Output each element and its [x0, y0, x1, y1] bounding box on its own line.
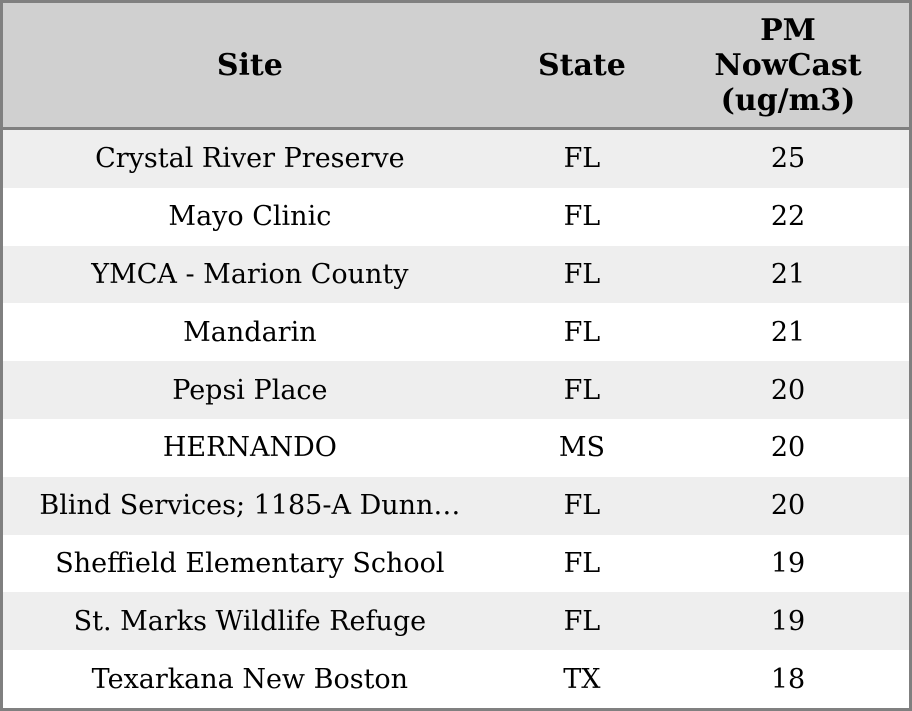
pm-nowcast-cell: 21 — [770, 258, 806, 290]
table-row: Texarkana New Boston TX 18 — [3, 650, 909, 708]
site-cell: Pepsi Place — [172, 374, 328, 406]
table-row: Crystal River Preserve FL 25 — [3, 130, 909, 188]
state-cell: FL — [563, 143, 601, 175]
state-cell: FL — [563, 258, 601, 290]
table-row: Sheffield Elementary School FL 19 — [3, 534, 909, 593]
table-body: Crystal River Preserve FL 25 Mayo Clinic… — [3, 130, 909, 708]
site-cell: Crystal River Preserve — [95, 143, 405, 175]
site-cell: Mayo Clinic — [168, 201, 332, 233]
state-cell: FL — [563, 316, 601, 348]
table-row: St. Marks Wildlife Refuge FL 19 — [3, 592, 909, 651]
table-header-row: Site State PM NowCast (ug/m3) — [3, 3, 909, 130]
state-cell: FL — [563, 605, 601, 637]
site-cell: Texarkana New Boston — [91, 663, 409, 695]
column-header-state-label: State — [537, 47, 626, 83]
site-cell: HERNANDO — [162, 432, 337, 464]
site-cell: YMCA - Marion County — [91, 258, 409, 290]
pm-nowcast-cell: 19 — [770, 547, 806, 579]
state-cell: TX — [563, 663, 601, 695]
table-row: Blind Services; 1185-A Dunn… FL 20 — [3, 476, 909, 535]
state-cell: FL — [563, 374, 601, 406]
pm-nowcast-cell: 21 — [770, 316, 806, 348]
table-row: HERNANDO MS 20 — [3, 418, 909, 477]
pm-nowcast-cell: 25 — [770, 143, 806, 175]
pm-nowcast-cell: 20 — [770, 432, 806, 464]
state-cell: FL — [563, 490, 601, 522]
pm-nowcast-cell: 19 — [770, 605, 806, 637]
column-header-pm-nowcast-label: PM NowCast (ug/m3) — [714, 12, 862, 118]
column-header-site-label: Site — [216, 47, 283, 83]
site-cell: Blind Services; 1185-A Dunn… — [39, 490, 461, 522]
column-header-pm-nowcast: PM NowCast (ug/m3) — [667, 3, 909, 127]
table-row: Pepsi Place FL 20 — [3, 361, 909, 419]
column-header-state: State — [497, 3, 667, 127]
pm-nowcast-cell: 20 — [770, 490, 806, 522]
table-row: Mandarin FL 21 — [3, 303, 909, 362]
site-cell: Sheffield Elementary School — [55, 547, 445, 579]
state-cell: FL — [563, 547, 601, 579]
site-cell: Mandarin — [183, 316, 317, 348]
pm-nowcast-cell: 18 — [770, 663, 806, 695]
table-row: YMCA - Marion County FL 21 — [3, 245, 909, 304]
pm-nowcast-cell: 22 — [770, 201, 806, 233]
column-header-site: Site — [3, 3, 497, 127]
pm-nowcast-cell: 20 — [770, 374, 806, 406]
state-cell: MS — [558, 432, 605, 464]
state-cell: FL — [563, 201, 601, 233]
table-row: Mayo Clinic FL 22 — [3, 187, 909, 246]
site-cell: St. Marks Wildlife Refuge — [73, 605, 427, 637]
